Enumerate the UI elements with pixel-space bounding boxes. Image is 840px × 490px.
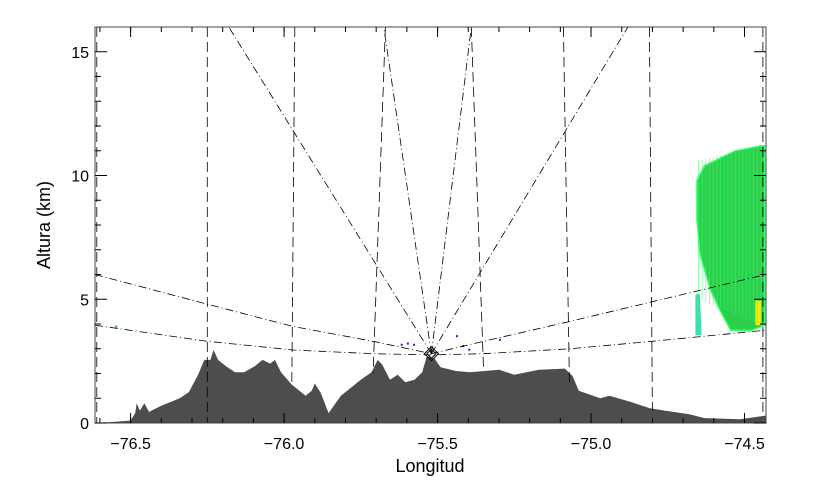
- x-tick-label: −75.5: [417, 436, 458, 453]
- range-marker-line: [563, 26, 570, 386]
- terrain-layer: [95, 350, 766, 423]
- echo-edge: [695, 294, 702, 336]
- terrain-profile: [95, 350, 766, 423]
- radar-location-marker: [426, 348, 437, 359]
- clutter-echo: [455, 335, 458, 338]
- elevation-arc: [94, 274, 767, 355]
- clutter-echo: [498, 338, 501, 341]
- x-tick-label: −76.0: [264, 436, 305, 453]
- clutter-echo: [406, 342, 409, 345]
- echo-layer: [115, 145, 766, 351]
- clutter-echo: [468, 348, 471, 351]
- beam-ray: [228, 26, 432, 354]
- x-tick-label: −75.0: [571, 436, 612, 453]
- guide-lines-layer: [94, 26, 767, 423]
- beam-ray: [431, 26, 629, 354]
- y-axis-label: Altura (km): [34, 181, 54, 269]
- clutter-echo: [115, 325, 118, 329]
- x-axis-label: Longitud: [395, 456, 464, 476]
- y-tick-label: 15: [71, 45, 89, 62]
- x-tick-label: −76.5: [110, 436, 151, 453]
- x-tick-label: −74.5: [724, 436, 765, 453]
- elevation-arc: [94, 324, 767, 356]
- echo-main: [696, 145, 766, 331]
- beam-ray: [383, 26, 432, 354]
- range-marker-line: [649, 26, 653, 411]
- radar-location-marker: [423, 345, 440, 362]
- y-tick-label: 10: [71, 169, 89, 186]
- range-marker-line: [372, 26, 386, 374]
- echo-core: [755, 300, 762, 326]
- clutter-echo: [400, 343, 403, 346]
- clutter-echo: [413, 343, 416, 346]
- y-tick-label: 5: [80, 292, 89, 309]
- axes: −76.5 −76.0 −75.5 −75.0 −74.5 0 5 10 15: [71, 26, 767, 453]
- beam-ray: [431, 26, 472, 354]
- range-marker-line: [470, 26, 484, 372]
- y-tick-label: 0: [80, 416, 89, 433]
- range-marker-line: [291, 26, 296, 386]
